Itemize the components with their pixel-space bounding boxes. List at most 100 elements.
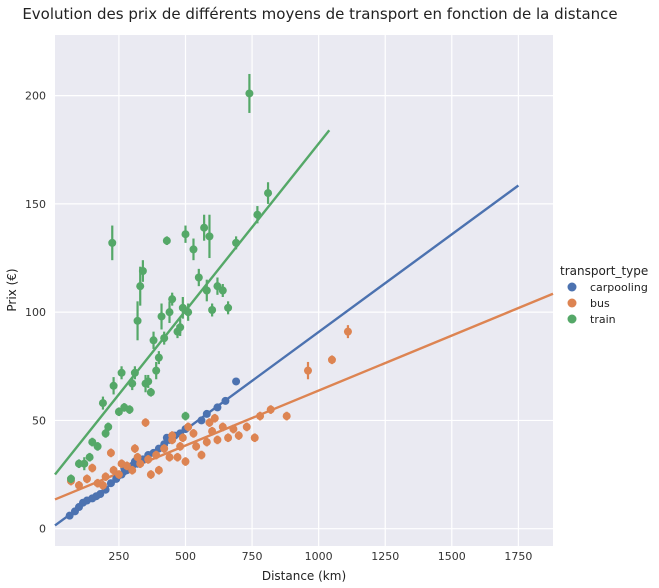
bus-point	[181, 457, 190, 466]
bus-point	[266, 405, 275, 414]
grid	[55, 35, 553, 546]
train-point	[224, 303, 233, 312]
train-point	[93, 442, 102, 451]
bus-point	[141, 418, 150, 427]
bus-point	[202, 438, 211, 447]
y-axis-title: Prix (€)	[5, 268, 19, 311]
train-point	[189, 245, 198, 254]
carpooling-point	[96, 490, 105, 499]
train-point	[138, 267, 147, 276]
train-point	[232, 238, 241, 247]
bus-point	[74, 481, 83, 490]
bus-point	[192, 442, 201, 451]
x-tick-label: 250	[108, 550, 129, 563]
bus-point	[343, 327, 352, 336]
train-point	[264, 189, 273, 198]
train-point	[181, 412, 190, 421]
legend-label-train: train	[590, 313, 616, 326]
x-axis-title: Distance (km)	[262, 569, 346, 583]
train-point	[114, 407, 123, 416]
legend-title: transport_type	[560, 264, 648, 278]
x-tick-labels: 250 500 750 1000 1250 1500 1750	[108, 550, 532, 563]
train-point	[80, 459, 89, 468]
train-point	[218, 286, 227, 295]
y-tick-labels: 0 50 100 150 200	[25, 90, 46, 536]
train-point	[181, 230, 190, 239]
bus-point	[229, 425, 238, 434]
bus-point	[213, 435, 222, 444]
train-point	[160, 334, 169, 343]
bus-point	[98, 481, 107, 490]
train-point	[149, 336, 158, 345]
legend: transport_type carpooling bus train	[560, 264, 648, 326]
y-tick-label: 100	[25, 306, 46, 319]
x-tick-label: 500	[175, 550, 196, 563]
train-point	[136, 282, 145, 291]
carpooling-point	[65, 511, 74, 520]
train-point	[202, 286, 211, 295]
bus-point	[88, 464, 97, 473]
train-point	[208, 305, 217, 314]
bus-point	[210, 414, 219, 423]
x-tick-label: 750	[242, 550, 263, 563]
carpooling-point	[221, 396, 230, 405]
y-tick-label: 50	[32, 414, 46, 427]
bus-point	[178, 433, 187, 442]
legend-marker-train	[567, 314, 577, 324]
train-point	[162, 236, 171, 245]
train-point	[146, 388, 155, 397]
bus-point	[250, 433, 259, 442]
train-point	[108, 238, 117, 247]
train-point	[98, 399, 107, 408]
carpooling-point	[106, 479, 115, 488]
train-point	[144, 377, 153, 386]
train-point	[109, 381, 118, 390]
bus-point	[173, 453, 182, 462]
bus-point	[176, 442, 185, 451]
train-point	[133, 316, 142, 325]
bus-point	[168, 431, 177, 440]
train-point	[85, 453, 94, 462]
train-point	[117, 368, 126, 377]
legend-marker-carpooling	[567, 282, 577, 292]
bus-point	[224, 433, 233, 442]
bus-point	[106, 448, 115, 457]
x-tick-label: 1250	[371, 550, 399, 563]
carpooling-point	[197, 416, 206, 425]
bus-point	[122, 461, 131, 470]
carpooling-point	[202, 409, 211, 418]
train-point	[88, 438, 97, 447]
carpooling-point	[213, 403, 222, 412]
bus-point	[144, 455, 153, 464]
bus-point	[133, 453, 142, 462]
bus-point	[82, 474, 91, 483]
train-point	[125, 405, 134, 414]
x-tick-label: 1500	[438, 550, 466, 563]
x-tick-label: 1000	[305, 550, 333, 563]
bus-point	[101, 472, 110, 481]
bus-point	[114, 470, 123, 479]
y-tick-label: 150	[25, 198, 46, 211]
train-point	[101, 429, 110, 438]
bus-point	[160, 444, 169, 453]
train-point	[154, 353, 163, 362]
legend-label-carpooling: carpooling	[590, 281, 648, 294]
train-regression-line	[54, 129, 331, 476]
train-point	[200, 223, 209, 232]
data-points	[65, 73, 352, 520]
legend-label-bus: bus	[590, 297, 610, 310]
train-point	[152, 366, 161, 375]
train-point	[213, 282, 222, 291]
bus-point	[152, 451, 161, 460]
carpooling-point	[232, 377, 241, 386]
bus-point	[154, 466, 163, 475]
bus-point	[282, 412, 291, 421]
bus-point	[242, 422, 251, 431]
bus-point	[109, 466, 118, 475]
bus-point	[234, 431, 243, 440]
train-point	[165, 308, 174, 317]
chart-title: Evolution des prix de différents moyens …	[22, 5, 617, 23]
bus-point	[327, 355, 336, 364]
bus-point	[218, 422, 227, 431]
